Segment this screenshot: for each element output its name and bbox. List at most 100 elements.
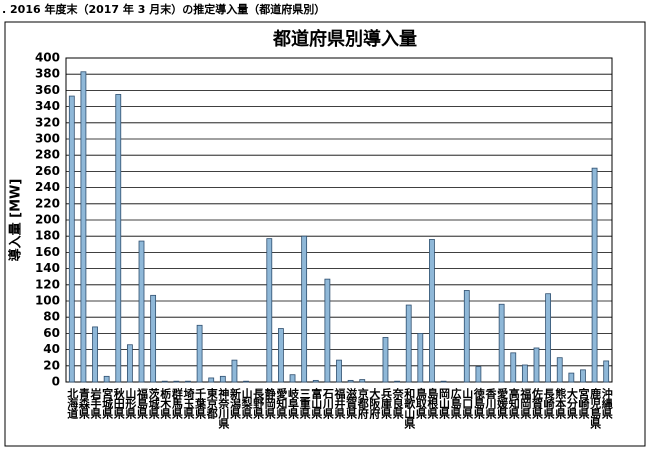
bar xyxy=(382,337,389,383)
y-tick-label: 20 xyxy=(43,358,60,372)
y-axis-label: 導入量 [MW] xyxy=(8,179,24,262)
bar xyxy=(150,294,157,383)
x-tick-label: 滋賀県 xyxy=(345,387,359,420)
x-tick-label: 岩手県 xyxy=(89,387,103,420)
bar xyxy=(603,360,610,383)
bar xyxy=(92,326,98,383)
bar xyxy=(336,359,342,383)
bar xyxy=(278,328,284,383)
x-tick-label: 奈良県 xyxy=(391,387,405,420)
bar xyxy=(463,290,470,383)
y-tick-label: 80 xyxy=(43,310,60,324)
bar xyxy=(324,278,331,383)
bar xyxy=(161,380,168,383)
bar xyxy=(429,239,435,383)
x-tick-label: 京都府 xyxy=(356,387,370,420)
bar xyxy=(498,303,505,383)
x-tick-label: 石川県 xyxy=(321,388,335,420)
x-tick-label: 佐賀県 xyxy=(530,387,544,420)
bar xyxy=(359,379,366,383)
x-tick-label: 群馬県 xyxy=(170,387,184,420)
bar xyxy=(394,380,400,383)
x-tick-label: 福島県 xyxy=(136,387,150,420)
y-tick-label: 100 xyxy=(35,294,60,308)
bar xyxy=(219,375,226,383)
x-tick-label: 栃木県 xyxy=(159,387,173,420)
bar xyxy=(591,167,598,383)
x-tick-label: 秋田県 xyxy=(112,387,125,420)
y-tick-label: 160 xyxy=(35,245,60,259)
x-tick-label: 沖縄県 xyxy=(600,387,613,420)
x-tick-label: 宮崎県 xyxy=(577,387,590,420)
x-tick-label: 青森県 xyxy=(77,387,90,420)
bar xyxy=(231,359,238,383)
bar xyxy=(580,369,586,383)
bar xyxy=(533,347,540,383)
y-tick-label: 380 xyxy=(35,67,60,81)
x-tick-label: 山口県 xyxy=(461,387,474,420)
bar xyxy=(173,380,180,383)
x-tick-label: 兵庫県 xyxy=(379,387,392,420)
x-tick-label: 山梨県 xyxy=(240,387,254,420)
x-tick-label: 長崎県 xyxy=(542,388,555,420)
x-tick-label: 熊本県 xyxy=(554,387,567,420)
bar xyxy=(80,71,87,383)
y-tick-label: 280 xyxy=(35,148,60,162)
x-tick-label: 和歌山県 xyxy=(403,387,416,430)
x-tick-label: 愛媛県 xyxy=(496,387,510,420)
bar xyxy=(208,377,215,383)
y-tick-label: 220 xyxy=(35,196,60,210)
y-tick-label: 300 xyxy=(35,132,60,146)
bar xyxy=(568,372,575,383)
bar xyxy=(521,364,528,383)
bar xyxy=(301,235,308,383)
x-tick-label: 岐阜県 xyxy=(287,387,300,420)
x-tick-label: 東京都 xyxy=(205,387,219,420)
y-tick-label: 360 xyxy=(35,83,60,97)
bar xyxy=(266,238,273,383)
x-tick-label: 大分県 xyxy=(565,387,578,420)
bar xyxy=(185,380,191,383)
y-tick-label: 120 xyxy=(35,277,60,291)
y-tick-label: 400 xyxy=(35,51,60,65)
x-tick-label: 茨城県 xyxy=(147,387,160,420)
x-tick-label: 岡山県 xyxy=(438,388,451,420)
bar xyxy=(126,344,133,383)
x-tick-label: 長野県 xyxy=(252,388,265,420)
x-tick-label: 千葉県 xyxy=(194,387,208,420)
bar xyxy=(510,352,517,383)
x-tick-label: 福井県 xyxy=(333,387,347,420)
bar xyxy=(440,380,447,383)
x-tick-label: 山形県 xyxy=(124,387,137,420)
y-tick-label: 320 xyxy=(35,115,60,129)
x-tick-label: 広島県 xyxy=(449,387,462,420)
x-tick-label: 高知県 xyxy=(507,387,521,420)
x-tick-label: 富山県 xyxy=(310,387,323,420)
x-tick-label: 宮城県 xyxy=(101,387,114,420)
bar xyxy=(556,357,563,383)
x-tick-label: 愛知県 xyxy=(275,387,289,420)
x-tick-label: 鳥取県 xyxy=(414,387,427,420)
x-tick-label: 三重県 xyxy=(298,388,311,420)
x-tick-label: 島根県 xyxy=(426,387,439,420)
x-tick-label: 静岡県 xyxy=(263,387,276,420)
x-tick-label: 福岡県 xyxy=(519,387,533,420)
x-tick-label: 香川県 xyxy=(484,387,498,420)
bar xyxy=(312,379,319,383)
bar xyxy=(289,374,296,383)
bar xyxy=(417,332,424,383)
bar xyxy=(138,240,145,383)
y-tick-label: 340 xyxy=(35,99,60,113)
y-tick-label: 180 xyxy=(35,229,60,243)
bar xyxy=(545,293,552,383)
x-tick-label: 大阪府 xyxy=(368,387,381,420)
x-tick-label: 鹿児島県 xyxy=(589,387,603,430)
bar xyxy=(405,304,412,383)
bar xyxy=(475,366,482,383)
y-tick-label: 200 xyxy=(35,213,60,227)
bar xyxy=(68,95,75,383)
bar xyxy=(347,379,354,383)
y-tick-label: 140 xyxy=(35,261,60,275)
x-tick-label: 徳島県 xyxy=(472,387,486,420)
